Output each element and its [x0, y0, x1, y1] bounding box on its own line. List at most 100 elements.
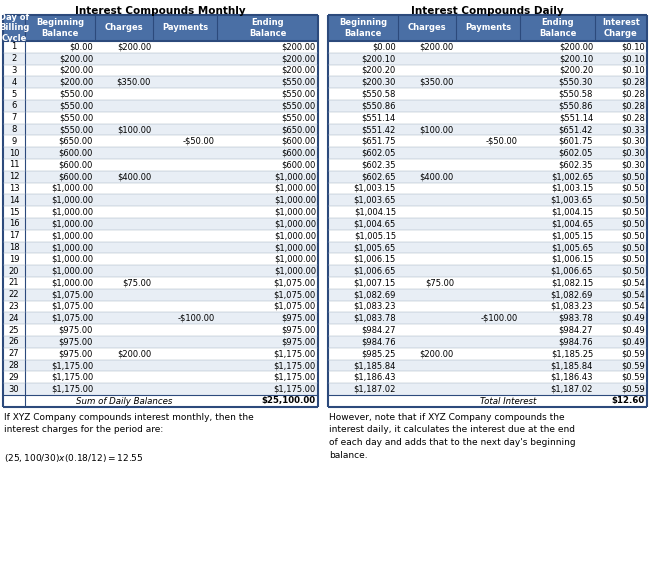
Text: $1,175.00: $1,175.00 — [274, 384, 316, 394]
Text: $1,000.00: $1,000.00 — [51, 266, 93, 276]
Text: $1,187.02: $1,187.02 — [354, 384, 396, 394]
Text: $1,002.65: $1,002.65 — [551, 172, 593, 181]
Text: Charges: Charges — [105, 24, 143, 32]
Text: 30: 30 — [8, 384, 20, 394]
Text: If XYZ Company compounds interest monthly, then the
interest charges for the per: If XYZ Company compounds interest monthl… — [4, 413, 254, 464]
Text: $400.00: $400.00 — [117, 172, 151, 181]
Text: $1,005.15: $1,005.15 — [354, 231, 396, 240]
Text: -$50.00: -$50.00 — [183, 137, 215, 146]
Text: Ending
Balance: Ending Balance — [249, 19, 286, 38]
Text: $200.00: $200.00 — [420, 349, 454, 358]
Text: $600.00: $600.00 — [58, 160, 93, 170]
Text: -$100.00: -$100.00 — [177, 314, 215, 323]
Bar — [3, 383, 318, 395]
Text: $0.59: $0.59 — [621, 373, 645, 382]
Text: $550.00: $550.00 — [58, 90, 93, 98]
Text: $200.10: $200.10 — [559, 54, 593, 63]
Bar — [328, 313, 647, 324]
Text: $984.76: $984.76 — [558, 338, 593, 346]
Text: $1,004.65: $1,004.65 — [354, 219, 396, 228]
Text: $75.00: $75.00 — [425, 278, 454, 287]
Text: 18: 18 — [8, 243, 20, 252]
Text: $1,000.00: $1,000.00 — [274, 231, 316, 240]
Text: $1,005.65: $1,005.65 — [551, 243, 593, 252]
Text: 26: 26 — [8, 338, 20, 346]
Text: $1,000.00: $1,000.00 — [274, 208, 316, 217]
Text: $1,000.00: $1,000.00 — [51, 243, 93, 252]
Text: $0.50: $0.50 — [621, 208, 645, 217]
Text: $200.00: $200.00 — [58, 66, 93, 75]
Text: $0.00: $0.00 — [372, 42, 396, 52]
Text: Charges: Charges — [408, 24, 447, 32]
Text: $200.00: $200.00 — [117, 42, 151, 52]
Text: $0.54: $0.54 — [621, 302, 645, 311]
Text: $0.30: $0.30 — [621, 137, 645, 146]
Text: $350.00: $350.00 — [116, 78, 151, 87]
Bar — [328, 383, 647, 395]
Text: $1,003.15: $1,003.15 — [551, 184, 593, 193]
Bar — [328, 53, 647, 65]
Text: $1,000.00: $1,000.00 — [51, 219, 93, 228]
Text: 11: 11 — [8, 160, 20, 170]
Text: $0.50: $0.50 — [621, 219, 645, 228]
Text: $0.49: $0.49 — [621, 338, 645, 346]
Bar — [3, 123, 318, 135]
Text: $200.00: $200.00 — [117, 349, 151, 358]
Text: $550.30: $550.30 — [558, 78, 593, 87]
Text: $1,185.25: $1,185.25 — [551, 349, 593, 358]
Text: $1,003.15: $1,003.15 — [354, 184, 396, 193]
Text: $100.00: $100.00 — [117, 125, 151, 134]
Bar — [328, 76, 647, 88]
Bar — [3, 289, 318, 301]
Text: $975.00: $975.00 — [281, 325, 316, 335]
Text: $200.00: $200.00 — [58, 54, 93, 63]
Text: $1,006.15: $1,006.15 — [551, 255, 593, 264]
Text: 13: 13 — [8, 184, 20, 193]
Bar — [3, 195, 318, 206]
Text: $1,000.00: $1,000.00 — [51, 255, 93, 264]
Text: $200.20: $200.20 — [362, 66, 396, 75]
Text: $0.59: $0.59 — [621, 349, 645, 358]
Text: $650.00: $650.00 — [281, 125, 316, 134]
Text: $0.49: $0.49 — [621, 314, 645, 323]
Text: $975.00: $975.00 — [58, 325, 93, 335]
Bar — [3, 265, 318, 277]
Text: $550.58: $550.58 — [361, 90, 396, 98]
Text: $984.27: $984.27 — [558, 325, 593, 335]
Bar — [328, 100, 647, 112]
Text: $1,175.00: $1,175.00 — [274, 361, 316, 370]
Text: $651.42: $651.42 — [558, 125, 593, 134]
Text: $1,175.00: $1,175.00 — [51, 384, 93, 394]
Text: 25: 25 — [8, 325, 20, 335]
Text: $0.50: $0.50 — [621, 266, 645, 276]
Text: $0.50: $0.50 — [621, 255, 645, 264]
Text: $1,003.65: $1,003.65 — [354, 196, 396, 205]
Text: 16: 16 — [8, 219, 20, 228]
Text: $200.10: $200.10 — [362, 54, 396, 63]
Text: $350.00: $350.00 — [420, 78, 454, 87]
Text: $650.00: $650.00 — [58, 137, 93, 146]
Text: $1,175.00: $1,175.00 — [51, 361, 93, 370]
Text: $0.50: $0.50 — [621, 231, 645, 240]
Text: $1,005.15: $1,005.15 — [551, 231, 593, 240]
Text: $1,075.00: $1,075.00 — [51, 290, 93, 299]
Bar — [328, 147, 647, 159]
Text: $0.54: $0.54 — [621, 278, 645, 287]
Text: $1,083.23: $1,083.23 — [551, 302, 593, 311]
Bar — [3, 218, 318, 230]
Bar — [3, 100, 318, 112]
Text: $0.28: $0.28 — [621, 78, 645, 87]
Text: $550.86: $550.86 — [558, 101, 593, 111]
Bar — [328, 360, 647, 371]
Text: $1,075.00: $1,075.00 — [51, 302, 93, 311]
Text: $1,004.65: $1,004.65 — [551, 219, 593, 228]
Text: Total Interest: Total Interest — [480, 397, 536, 405]
Text: $1,000.00: $1,000.00 — [51, 184, 93, 193]
Text: $1,000.00: $1,000.00 — [51, 278, 93, 287]
Text: $0.59: $0.59 — [621, 361, 645, 370]
Text: $200.00: $200.00 — [420, 42, 454, 52]
Text: $400.00: $400.00 — [420, 172, 454, 181]
Text: Interest Compounds Daily: Interest Compounds Daily — [411, 6, 564, 16]
Text: $1,004.15: $1,004.15 — [551, 208, 593, 217]
Text: 22: 22 — [8, 290, 20, 299]
